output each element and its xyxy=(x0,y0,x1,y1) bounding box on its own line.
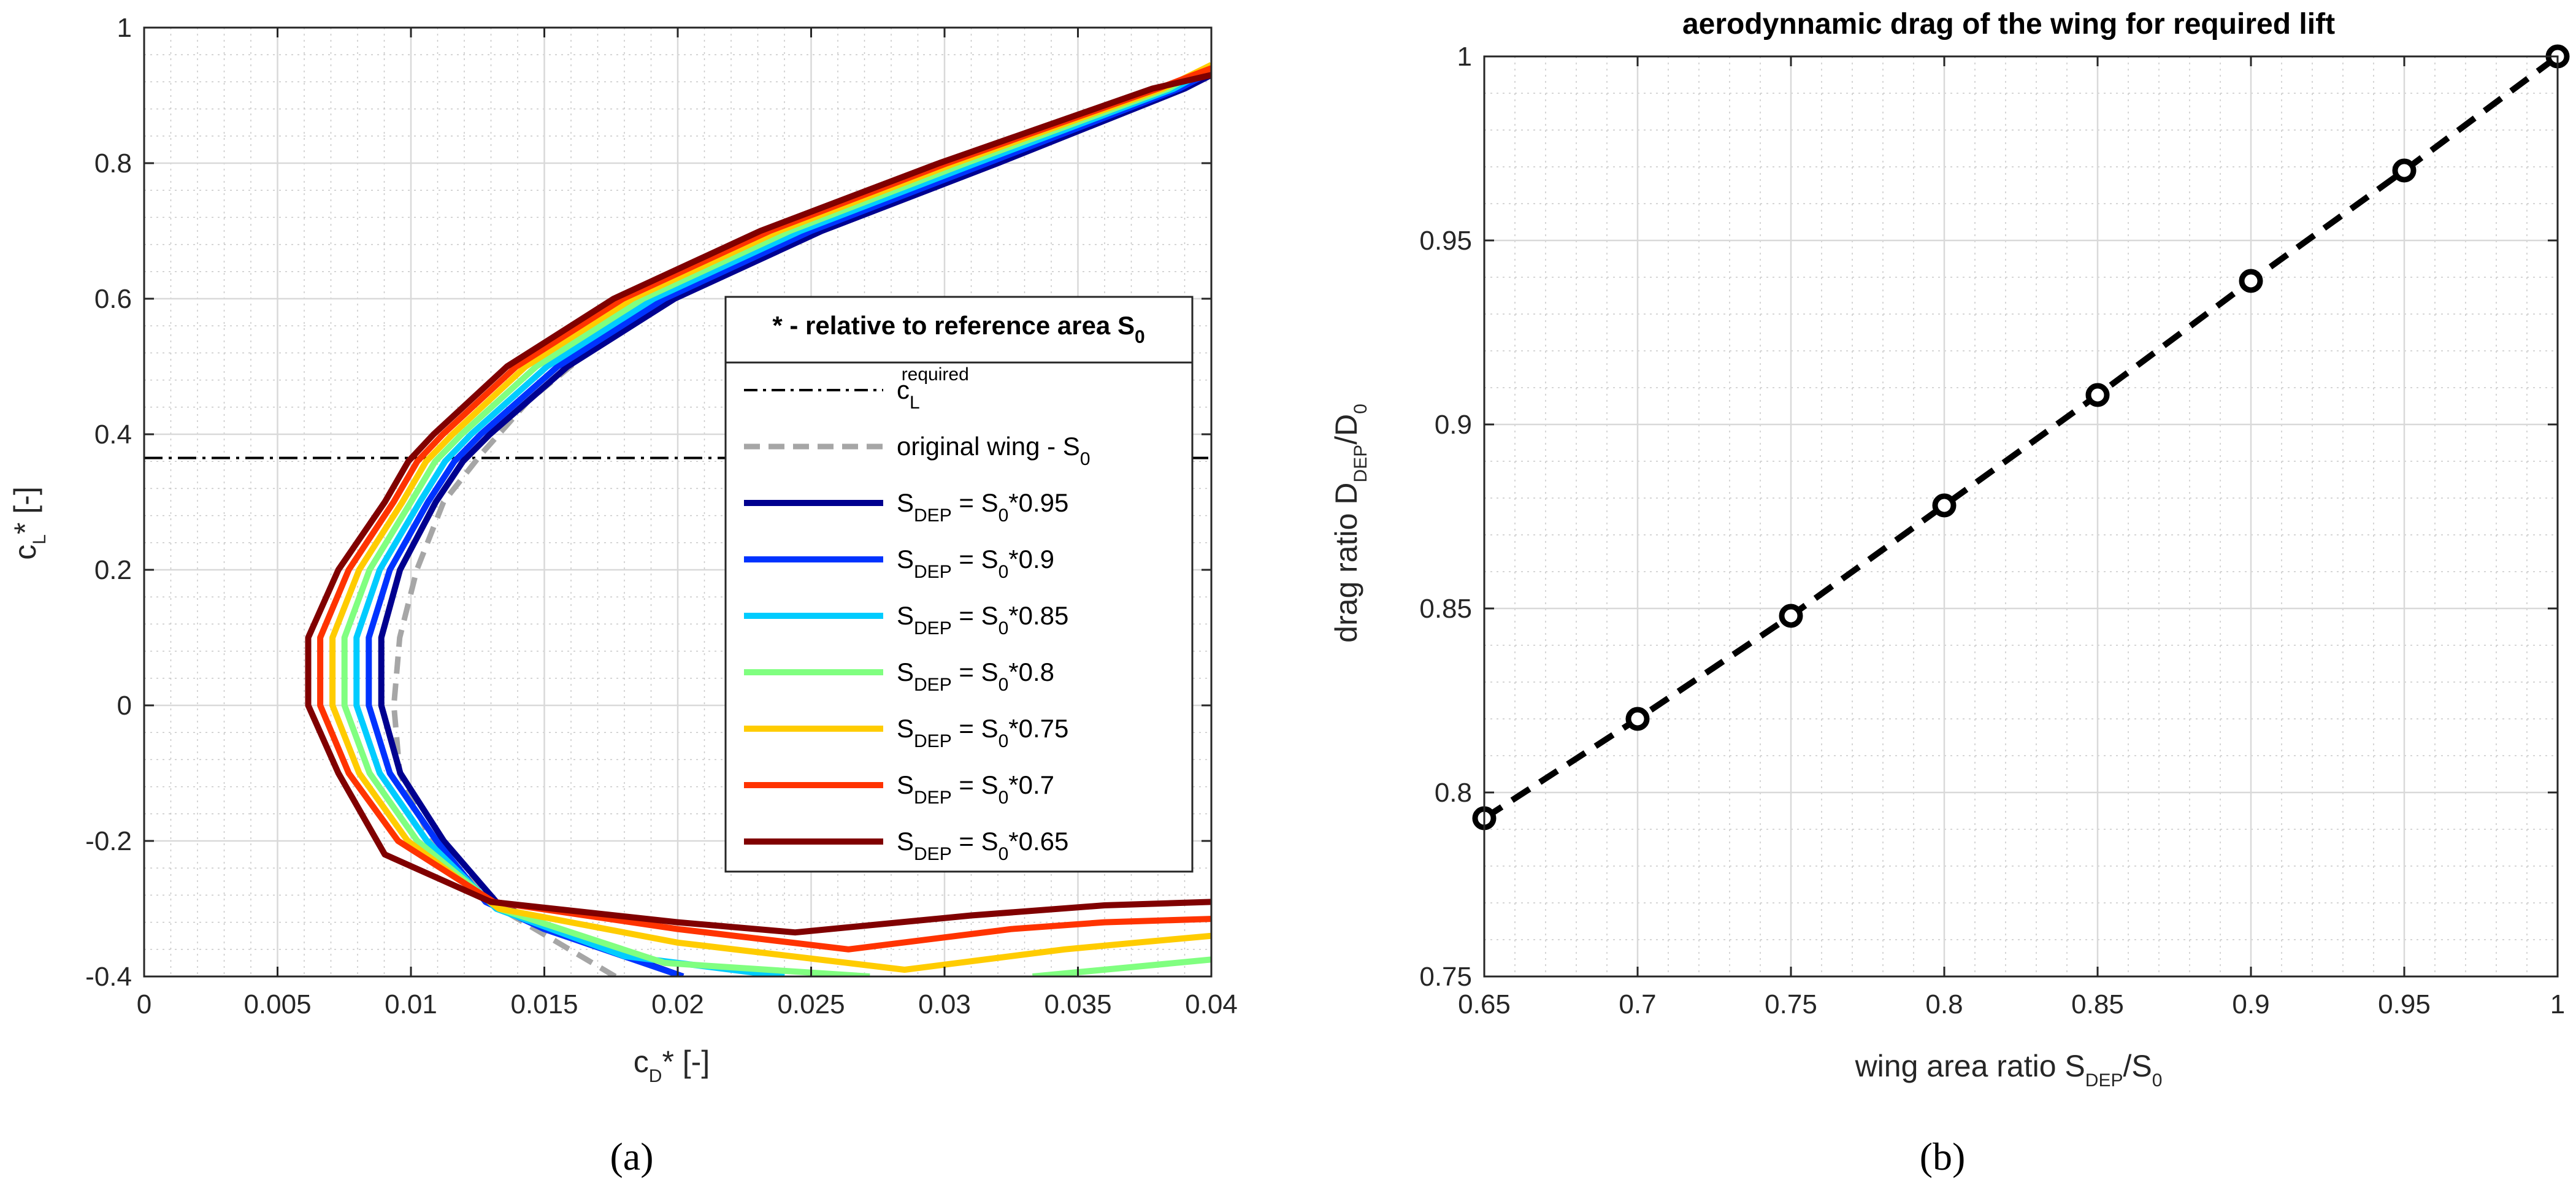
panel-b-series xyxy=(1472,44,2570,830)
drag-ratio-point xyxy=(1779,604,1803,628)
series-line-s090 xyxy=(366,69,1211,976)
legend-label-s080: SDEP = S0*0.8 xyxy=(897,658,1054,695)
panel-b-ylabel-tail: /D xyxy=(1329,414,1363,445)
legend-header-main: * - relative to reference area S xyxy=(772,311,1135,340)
panel-b-xlabel: wing area ratio SDEP/S0 xyxy=(1855,1049,2163,1091)
panel-a-xlabel-tail: * [-] xyxy=(662,1045,710,1079)
drag-ratio-line xyxy=(1482,53,2559,821)
a-xtick-label: 0.025 xyxy=(777,989,845,1019)
series-line-s065 xyxy=(305,72,1211,936)
panel-a-series xyxy=(144,62,1211,976)
a-ytick-label: 0.6 xyxy=(94,284,132,314)
legend-entries: cLrequired original wing - S0 SDEP = S0*0.… xyxy=(744,364,1091,864)
panel-a-ylabel-sub: L xyxy=(29,534,50,545)
b-xtick-label: 0.85 xyxy=(2071,989,2124,1019)
panel-a-xlabel: cD* [-] xyxy=(634,1045,710,1086)
legend-label-s070: SDEP = S0*0.7 xyxy=(897,770,1054,808)
series-line-s095 xyxy=(378,72,1211,976)
panel-a-ylabel: cL* [-] xyxy=(8,486,50,559)
a-xtick-label: 0.005 xyxy=(243,989,311,1019)
a-xtick-label: 0.01 xyxy=(385,989,437,1019)
a-xtick-label: 0.015 xyxy=(510,989,578,1019)
legend-label-s090: SDEP = S0*0.9 xyxy=(897,545,1054,582)
panel-b-xlabel-tail: /S xyxy=(2123,1049,2152,1083)
b-xtick-label: 0.9 xyxy=(2232,989,2269,1019)
b-ytick-label: 0.75 xyxy=(1419,962,1472,992)
a-xtick-label: 0 xyxy=(137,989,151,1019)
series-line-s070 xyxy=(317,65,1211,953)
panel-b-ylabel-main: drag ratio D xyxy=(1329,483,1363,643)
legend-label-s075: SDEP = S0*0.75 xyxy=(897,714,1068,751)
panel-a-ticks: 0 0.005 0.01 0.015 0.02 0.025 0.03 0.035 0.04 -0.… xyxy=(85,13,1238,1019)
a-ytick-label: 1 xyxy=(117,13,132,43)
drag-ratio-point xyxy=(2392,158,2417,183)
b-xtick-label: 0.8 xyxy=(1925,989,1963,1019)
panel-b-xlabel-sub2: 0 xyxy=(2152,1070,2163,1091)
b-xtick-label: 1 xyxy=(2550,989,2565,1019)
panel-b-ylabel-sub2: 0 xyxy=(1351,404,1371,414)
a-xtick-label: 0.04 xyxy=(1185,989,1238,1019)
panel-b-ylabel-sub: DEP xyxy=(1351,445,1371,483)
series-line-s080 xyxy=(341,62,1211,976)
b-axes-box xyxy=(1483,55,2559,978)
panel-a-ylabel-tail: * [-] xyxy=(8,486,42,534)
b-xtick-label: 0.7 xyxy=(1619,989,1656,1019)
panel-a-xlabel-main: c xyxy=(634,1045,649,1079)
a-ytick-label: -0.4 xyxy=(85,962,132,992)
panel-b-ticks: 0.65 0.7 0.75 0.8 0.85 0.9 0.95 1 0.75 0.8 0.85 0.9… xyxy=(1419,42,2565,1019)
legend-header: * - relative to reference area S0 xyxy=(772,311,1144,347)
legend-label-required: cLrequired xyxy=(897,364,969,413)
panel-b-xlabel-sub: DEP xyxy=(2085,1070,2123,1091)
b-xtick-label: 0.75 xyxy=(1765,989,1817,1019)
drag-ratio-point xyxy=(2085,383,2110,407)
drag-ratio-point xyxy=(1625,707,1650,731)
legend-label-s065: SDEP = S0*0.65 xyxy=(897,827,1068,864)
panel-b: aerodynnamic drag of the wing for requir… xyxy=(1329,8,2570,1178)
b-ytick-label: 0.85 xyxy=(1419,594,1472,624)
a-xtick-label: 0.02 xyxy=(651,989,704,1019)
panel-b-xlabel-main: wing area ratio S xyxy=(1855,1049,2085,1083)
b-ytick-label: 0.95 xyxy=(1419,226,1472,256)
drag-ratio-point xyxy=(2239,269,2263,293)
series-line-s075 xyxy=(329,62,1211,973)
a-xtick-label: 0.03 xyxy=(918,989,971,1019)
series-line-s080 xyxy=(1032,956,1211,976)
a-ytick-label: 0.4 xyxy=(94,420,132,450)
a-ytick-label: 0 xyxy=(117,691,132,721)
panel-b-label: (b) xyxy=(1920,1135,1966,1178)
b-ytick-label: 0.8 xyxy=(1435,778,1472,808)
b-ytick-label: 0.9 xyxy=(1435,410,1472,440)
legend-header-sub: 0 xyxy=(1135,327,1145,347)
legend-label-s095: SDEP = S0*0.95 xyxy=(897,488,1068,526)
legend-header-box xyxy=(724,296,1194,364)
a-xtick-label: 0.035 xyxy=(1044,989,1111,1019)
panel-a-xlabel-sub: D xyxy=(649,1066,662,1086)
b-xtick-label: 0.95 xyxy=(2378,989,2431,1019)
panel-b-ylabel: drag ratio DDEP/D0 xyxy=(1329,404,1371,643)
b-ytick-label: 1 xyxy=(1457,42,1472,72)
series-line-s085 xyxy=(353,65,1211,976)
panel-a-ylabel-main: c xyxy=(8,545,42,560)
a-ytick-label: 0.2 xyxy=(94,555,132,585)
drag-ratio-point xyxy=(1932,493,1957,518)
panel-b-frame xyxy=(1483,55,2559,978)
legend-label-original: original wing - S0 xyxy=(897,432,1091,469)
a-ytick-label: -0.2 xyxy=(85,826,132,856)
panel-a: 0 0.005 0.01 0.015 0.02 0.025 0.03 0.035 0.04 -0.… xyxy=(8,13,1238,1178)
legend-label-s085: SDEP = S0*0.85 xyxy=(897,601,1068,639)
a-ytick-label: 0.8 xyxy=(94,148,132,178)
legend: * - relative to reference area S0 cLrequ… xyxy=(724,296,1194,873)
panel-b-title: aerodynnamic drag of the wing for requir… xyxy=(1682,8,2335,40)
b-xtick-label: 0.65 xyxy=(1458,989,1511,1019)
panel-a-label: (a) xyxy=(610,1135,653,1178)
